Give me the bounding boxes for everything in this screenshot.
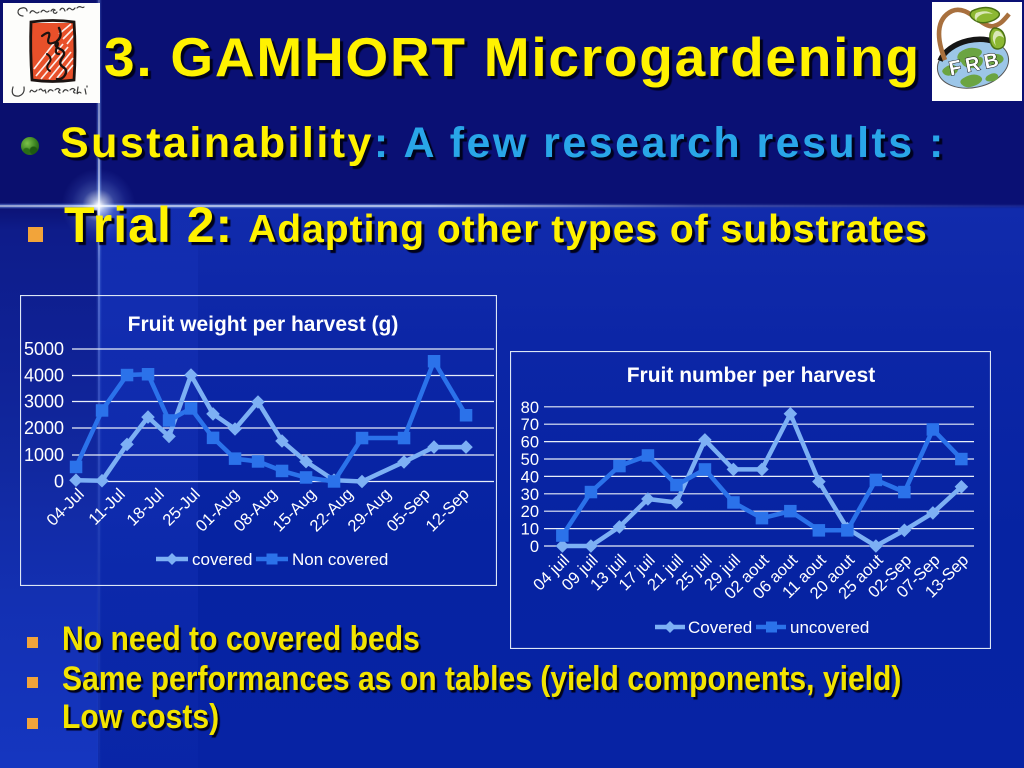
svg-text:50: 50	[521, 451, 539, 469]
svg-text:60: 60	[521, 434, 539, 452]
svg-text:20: 20	[521, 503, 539, 521]
svg-text:40: 40	[521, 468, 539, 486]
svg-text:0: 0	[54, 472, 64, 492]
svg-text:Non covered: Non covered	[292, 550, 388, 569]
svg-text:0: 0	[530, 538, 539, 556]
svg-text:4000: 4000	[24, 366, 64, 386]
svg-text:11-Jul: 11-Jul	[85, 485, 129, 529]
svg-text:5000: 5000	[24, 339, 64, 359]
svg-text:uncovered: uncovered	[790, 618, 869, 637]
svg-text:30: 30	[521, 486, 539, 504]
svg-text:12-Sep: 12-Sep	[422, 485, 472, 535]
svg-text:04-Jul: 04-Jul	[43, 485, 88, 530]
svg-text:3000: 3000	[24, 392, 64, 412]
svg-text:10: 10	[521, 521, 539, 539]
svg-text:covered: covered	[192, 550, 252, 569]
svg-text:Fruit number per harvest: Fruit number per harvest	[627, 364, 876, 387]
svg-text:1000: 1000	[24, 445, 64, 465]
svg-text:Fruit weight per harvest (g): Fruit weight per harvest (g)	[128, 313, 399, 336]
svg-text:2000: 2000	[24, 418, 64, 438]
svg-text:18-Jul: 18-Jul	[123, 485, 168, 530]
svg-text:Covered: Covered	[688, 618, 752, 637]
svg-text:70: 70	[521, 416, 539, 434]
svg-text:80: 80	[521, 399, 539, 417]
